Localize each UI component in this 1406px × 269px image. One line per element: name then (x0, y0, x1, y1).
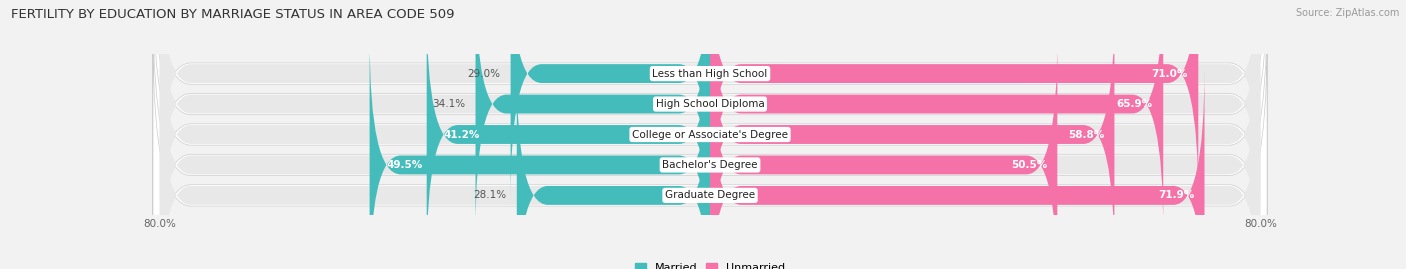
Text: Bachelor's Degree: Bachelor's Degree (662, 160, 758, 170)
FancyBboxPatch shape (510, 0, 710, 201)
Text: 71.9%: 71.9% (1159, 190, 1194, 200)
Text: 65.9%: 65.9% (1116, 99, 1153, 109)
FancyBboxPatch shape (160, 37, 1260, 269)
FancyBboxPatch shape (370, 37, 710, 269)
FancyBboxPatch shape (710, 68, 1205, 269)
FancyBboxPatch shape (426, 7, 710, 262)
FancyBboxPatch shape (160, 7, 1260, 262)
Text: College or Associate's Degree: College or Associate's Degree (633, 129, 787, 140)
Text: 41.2%: 41.2% (444, 129, 481, 140)
Text: 58.8%: 58.8% (1067, 129, 1104, 140)
Legend: Married, Unmarried: Married, Unmarried (630, 258, 790, 269)
FancyBboxPatch shape (517, 68, 710, 269)
Text: High School Diploma: High School Diploma (655, 99, 765, 109)
FancyBboxPatch shape (160, 68, 1260, 269)
FancyBboxPatch shape (475, 0, 710, 232)
Text: 50.5%: 50.5% (1011, 160, 1047, 170)
Text: Source: ZipAtlas.com: Source: ZipAtlas.com (1295, 8, 1399, 18)
Text: 28.1%: 28.1% (474, 190, 506, 200)
Text: FERTILITY BY EDUCATION BY MARRIAGE STATUS IN AREA CODE 509: FERTILITY BY EDUCATION BY MARRIAGE STATU… (11, 8, 454, 21)
FancyBboxPatch shape (710, 7, 1115, 262)
FancyBboxPatch shape (153, 8, 1267, 269)
Text: 34.1%: 34.1% (432, 99, 465, 109)
Text: 71.0%: 71.0% (1152, 69, 1188, 79)
FancyBboxPatch shape (160, 0, 1260, 201)
Text: Graduate Degree: Graduate Degree (665, 190, 755, 200)
FancyBboxPatch shape (153, 0, 1267, 231)
Text: Less than High School: Less than High School (652, 69, 768, 79)
Text: 49.5%: 49.5% (387, 160, 423, 170)
FancyBboxPatch shape (160, 0, 1260, 232)
FancyBboxPatch shape (153, 0, 1267, 269)
FancyBboxPatch shape (710, 37, 1057, 269)
FancyBboxPatch shape (153, 0, 1267, 261)
FancyBboxPatch shape (153, 38, 1267, 269)
FancyBboxPatch shape (710, 0, 1163, 232)
Text: 29.0%: 29.0% (467, 69, 501, 79)
FancyBboxPatch shape (710, 0, 1198, 201)
